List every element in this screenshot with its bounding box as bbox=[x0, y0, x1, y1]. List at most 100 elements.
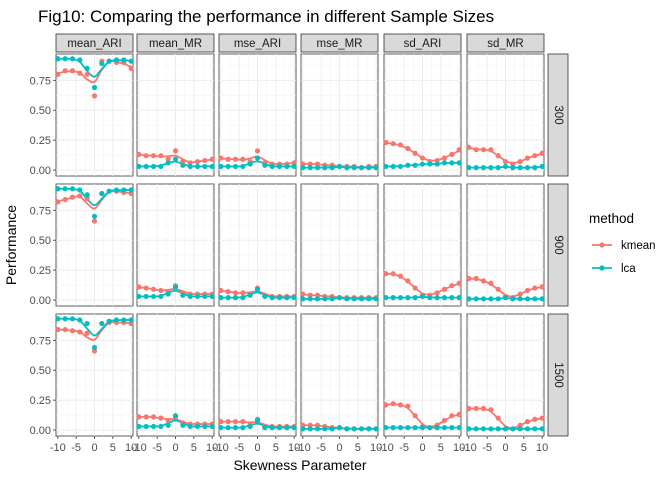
data-point-kmean bbox=[466, 144, 472, 150]
strip-mse_ARI: mse_ARI bbox=[218, 33, 297, 53]
data-point-lca bbox=[466, 426, 472, 432]
data-point-kmean bbox=[300, 161, 306, 167]
data-point-kmean bbox=[55, 199, 61, 205]
data-point-kmean bbox=[488, 280, 494, 286]
data-point-kmean bbox=[480, 405, 487, 412]
data-point-lca bbox=[532, 426, 538, 432]
x-tick-label: -5 bbox=[482, 442, 492, 454]
panel-sd_MR-1500: -10 -5 0 5 10 bbox=[461, 313, 548, 454]
y-tick-label: 0.00 bbox=[30, 165, 51, 177]
data-point-kmean bbox=[218, 155, 224, 161]
panel-mean_MR-300 bbox=[136, 53, 215, 177]
data-point-kmean bbox=[136, 151, 142, 158]
data-point-lca bbox=[329, 296, 335, 302]
data-point-lca bbox=[84, 65, 90, 71]
data-point-lca bbox=[247, 423, 253, 430]
data-point-kmean bbox=[62, 68, 68, 74]
data-point-lca bbox=[524, 426, 531, 432]
data-point-lca bbox=[55, 56, 61, 62]
data-point-lca bbox=[225, 425, 231, 431]
data-point-lca bbox=[510, 296, 516, 302]
data-point-lca bbox=[434, 425, 440, 431]
data-point-lca bbox=[307, 165, 313, 171]
strip-label: mean_MR bbox=[149, 38, 202, 50]
data-point-lca bbox=[113, 187, 120, 193]
data-point-lca bbox=[136, 423, 142, 430]
data-point-kmean bbox=[69, 194, 76, 200]
x-tick-label: 5 bbox=[438, 442, 444, 454]
panel-mean_ARI-900: 0.00 0.25 0.50 0.75 bbox=[30, 183, 134, 307]
data-point-kmean bbox=[441, 286, 448, 292]
data-point-lca bbox=[262, 293, 268, 300]
data-point-kmean bbox=[480, 147, 487, 153]
panel-sd_MR-300 bbox=[466, 53, 545, 177]
row-strip-label: 1500 bbox=[552, 362, 564, 388]
y-axis-title: Performance bbox=[3, 205, 19, 285]
data-point-lca bbox=[373, 165, 379, 171]
data-point-lca bbox=[449, 295, 455, 301]
data-point-lca bbox=[225, 163, 231, 170]
data-point-lca bbox=[143, 293, 149, 300]
data-point-lca bbox=[240, 295, 246, 301]
data-point-kmean bbox=[314, 292, 321, 298]
data-point-lca bbox=[202, 423, 208, 430]
data-point-kmean bbox=[218, 287, 224, 294]
data-point-kmean bbox=[84, 195, 90, 201]
y-tick-label: 0.25 bbox=[30, 135, 51, 147]
data-point-lca bbox=[269, 425, 275, 431]
data-point-lca bbox=[269, 163, 275, 170]
y-tick-label: 0.00 bbox=[30, 425, 51, 437]
data-point-lca bbox=[165, 160, 171, 166]
data-point-kmean bbox=[218, 419, 224, 425]
panel-mse_ARI-1500: -10 -5 0 5 10 bbox=[213, 313, 300, 454]
data-point-lca bbox=[128, 187, 134, 193]
data-point-lca bbox=[441, 160, 448, 166]
data-point-lca bbox=[336, 425, 343, 431]
data-point-lca bbox=[187, 423, 193, 430]
data-point-kmean bbox=[524, 155, 531, 161]
data-point-lca bbox=[502, 163, 509, 170]
data-point-kmean bbox=[412, 150, 418, 156]
legend-key-point bbox=[599, 242, 605, 248]
data-point-lca bbox=[202, 293, 208, 300]
strip-label: mse_MR bbox=[316, 38, 362, 50]
x-tick-label: 5 bbox=[110, 442, 116, 454]
data-point-kmean bbox=[180, 159, 186, 165]
strip-box bbox=[136, 33, 215, 53]
panel-mse_ARI-300 bbox=[218, 53, 297, 177]
data-point-kmean bbox=[150, 286, 157, 292]
data-point-lca bbox=[247, 292, 253, 298]
data-point-lca bbox=[314, 426, 321, 432]
data-point-kmean bbox=[128, 190, 134, 197]
data-point-kmean bbox=[158, 153, 164, 159]
row-strip-box bbox=[547, 53, 569, 177]
data-point-lca bbox=[209, 293, 215, 300]
data-point-kmean bbox=[84, 71, 90, 77]
panel-sd_MR-900 bbox=[466, 183, 545, 307]
data-point-kmean bbox=[240, 290, 246, 296]
data-point-lca bbox=[314, 296, 321, 302]
data-point-lca bbox=[427, 161, 433, 167]
data-point-lca bbox=[300, 426, 306, 432]
x-tick-label: 0 bbox=[419, 442, 425, 454]
data-point-lca bbox=[449, 160, 455, 166]
x-tick-label: 5 bbox=[521, 442, 527, 454]
data-point-lca bbox=[419, 161, 426, 167]
data-point-kmean bbox=[495, 153, 501, 159]
row-strip-label: 900 bbox=[552, 235, 564, 254]
y-tick-label: 0.25 bbox=[30, 395, 51, 407]
data-point-lca bbox=[232, 425, 239, 431]
data-point-kmean bbox=[225, 419, 231, 425]
data-point-lca bbox=[419, 293, 426, 300]
strip-box bbox=[383, 33, 462, 53]
data-point-kmean bbox=[77, 329, 83, 335]
x-tick-label: 0 bbox=[91, 442, 97, 454]
data-point-lca bbox=[480, 165, 487, 171]
data-point-lca bbox=[412, 162, 418, 168]
data-point-kmean bbox=[495, 286, 501, 292]
data-point-kmean bbox=[300, 291, 306, 297]
data-point-kmean bbox=[128, 320, 134, 327]
data-point-lca bbox=[69, 316, 76, 322]
x-tick-label: -10 bbox=[131, 442, 147, 454]
data-point-kmean bbox=[187, 160, 193, 166]
